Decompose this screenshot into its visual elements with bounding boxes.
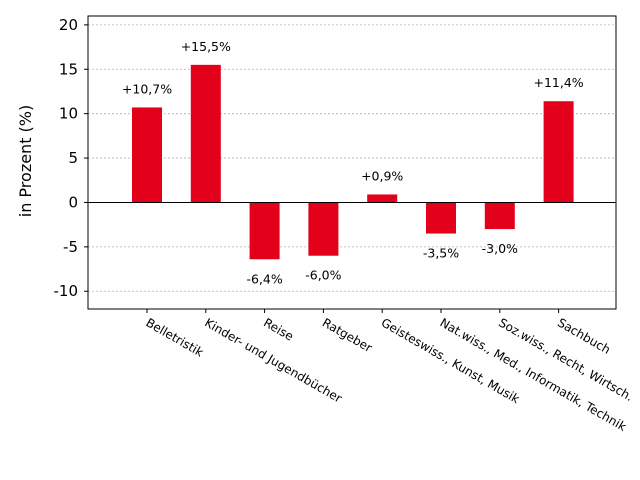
bar — [190, 64, 221, 203]
data-label: -6,0% — [305, 268, 341, 283]
data-label: +11,4% — [534, 75, 584, 90]
y-tick-label: -5 — [63, 238, 78, 256]
y-tick-label: 5 — [68, 149, 78, 167]
bar — [484, 202, 515, 230]
gridlines — [88, 24, 616, 292]
data-label: +10,7% — [122, 81, 172, 96]
data-label: -6,4% — [246, 271, 282, 286]
y-axis-title: in Prozent (%) — [16, 105, 35, 217]
data-label: +15,5% — [181, 39, 231, 54]
x-tick-label: Ratgeber — [320, 315, 375, 355]
bar — [249, 202, 280, 260]
bar — [543, 101, 574, 203]
bar — [426, 202, 456, 234]
x-tick-label: Belletristik — [144, 315, 206, 359]
y-tick-label: 10 — [59, 105, 78, 123]
data-label: +0,9% — [361, 168, 403, 183]
bars — [132, 64, 574, 260]
y-axis-ticks: 20 15 10 5 0 -5 -10 — [54, 16, 88, 300]
data-labels: +10,7% +15,5% -6,4% -6,0% +0,9% -3,5% -3,0% +11… — [122, 39, 584, 286]
bar — [132, 107, 162, 203]
data-label: -3,0% — [482, 241, 518, 256]
bar — [308, 202, 339, 256]
y-tick-label: 15 — [59, 60, 78, 78]
data-label: -3,5% — [423, 246, 459, 261]
x-tick-label: Reise — [261, 315, 296, 343]
y-tick-label: -10 — [54, 282, 79, 300]
plot-frame — [87, 15, 617, 310]
y-tick-label: 20 — [59, 16, 78, 34]
y-tick-label: 0 — [68, 193, 78, 211]
bar — [367, 194, 398, 203]
